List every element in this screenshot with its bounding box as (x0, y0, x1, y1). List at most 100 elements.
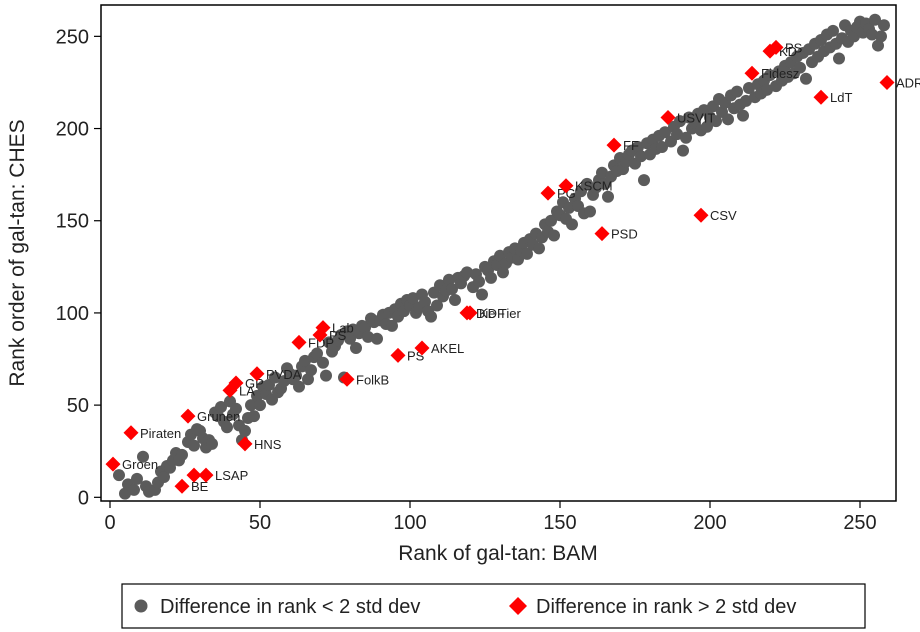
gray-point (656, 140, 668, 153)
point-label: PS (329, 328, 347, 343)
red-point (768, 39, 784, 55)
red-point (237, 436, 253, 452)
gray-point (869, 13, 881, 26)
gray-point (254, 399, 266, 412)
gray-point (176, 448, 188, 461)
red-point (228, 375, 244, 391)
gray-point (866, 28, 878, 41)
gray-point (425, 310, 437, 323)
y-tick-label: 200 (56, 119, 89, 141)
point-label: Lab (332, 321, 354, 336)
point-label: AKEL (431, 341, 464, 356)
gray-point (548, 229, 560, 242)
gray-point (875, 30, 887, 43)
x-tick-label: 250 (843, 512, 876, 534)
gray-point (722, 113, 734, 126)
gray-point (584, 205, 596, 218)
gray-points (113, 13, 890, 500)
gray-point (461, 266, 473, 279)
gray-point (113, 469, 125, 482)
gray-point (497, 266, 509, 279)
gray-point (581, 177, 593, 190)
gray-point (737, 109, 749, 122)
gray-point (299, 354, 311, 367)
red-point (540, 185, 556, 201)
red-point (414, 340, 430, 356)
legend: Difference in rank < 2 std dev Differenc… (121, 583, 866, 629)
gray-point (680, 131, 692, 144)
gray-point (131, 472, 143, 485)
gray-point (710, 115, 722, 128)
point-label: LdT (830, 90, 852, 105)
red-point (558, 178, 574, 194)
red-point (594, 226, 610, 242)
x-tick-label: 100 (393, 512, 426, 534)
gray-point (566, 218, 578, 231)
gray-point (800, 72, 812, 85)
gray-point (794, 61, 806, 74)
point-label: PSD (611, 227, 638, 242)
gray-point (827, 24, 839, 37)
red-point (249, 366, 265, 382)
red-point (693, 207, 709, 223)
red-point (123, 425, 139, 441)
gray-point (158, 471, 170, 484)
y-tick-label: 150 (56, 211, 89, 233)
y-tick-label: 250 (56, 26, 89, 48)
gray-point (293, 380, 305, 393)
gray-point (317, 356, 329, 369)
gray-point (386, 319, 398, 332)
y-axis-title: Rank order of gal-tan: CHES (6, 119, 29, 386)
gray-point (221, 421, 233, 434)
gray-point (635, 150, 647, 163)
gray-point (659, 126, 671, 139)
gray-point (371, 332, 383, 345)
red-point (180, 408, 196, 424)
gray-point (449, 294, 461, 307)
gray-point (443, 273, 455, 286)
red-point (339, 371, 355, 387)
gray-point (119, 487, 131, 500)
point-label: PVDA (266, 367, 302, 382)
red-point (744, 65, 760, 81)
gray-point (350, 341, 362, 354)
gray-point (743, 81, 755, 94)
point-label: FDP (308, 335, 334, 350)
point-label: Groen (122, 457, 158, 472)
point-label: FF (623, 138, 639, 153)
red-point (198, 467, 214, 483)
point-label: FolkB (356, 372, 389, 387)
point-label: Die Tier (476, 306, 521, 321)
gray-point (878, 19, 890, 32)
x-axis-title: Rank of gal-tan: BAM (398, 542, 598, 565)
red-point (390, 347, 406, 363)
gray-point (290, 369, 302, 382)
point-label: PS (785, 40, 803, 55)
red-point (606, 137, 622, 153)
gray-point (431, 299, 443, 312)
gray-point (239, 424, 251, 437)
x-tick-label: 150 (543, 512, 576, 534)
gray-point (251, 389, 263, 402)
point-label: GP (245, 376, 264, 391)
red-point (186, 467, 202, 483)
red-point (291, 334, 307, 350)
gray-point (761, 83, 773, 96)
gray-point (305, 364, 317, 377)
gray-point (674, 115, 686, 128)
gray-point (407, 292, 419, 305)
gray-point (521, 247, 533, 260)
gray-point (359, 321, 371, 334)
point-label: HNS (254, 437, 282, 452)
gray-point (740, 94, 752, 107)
legend-marker-gray (134, 599, 148, 613)
red-point (813, 89, 829, 105)
gray-point (512, 253, 524, 266)
gray-point (602, 190, 614, 203)
gray-point (533, 242, 545, 255)
y-tick-label: 0 (78, 487, 89, 509)
gray-point (230, 402, 242, 415)
gray-point (476, 288, 488, 301)
legend-label-gray: Difference in rank < 2 std dev (160, 596, 420, 618)
